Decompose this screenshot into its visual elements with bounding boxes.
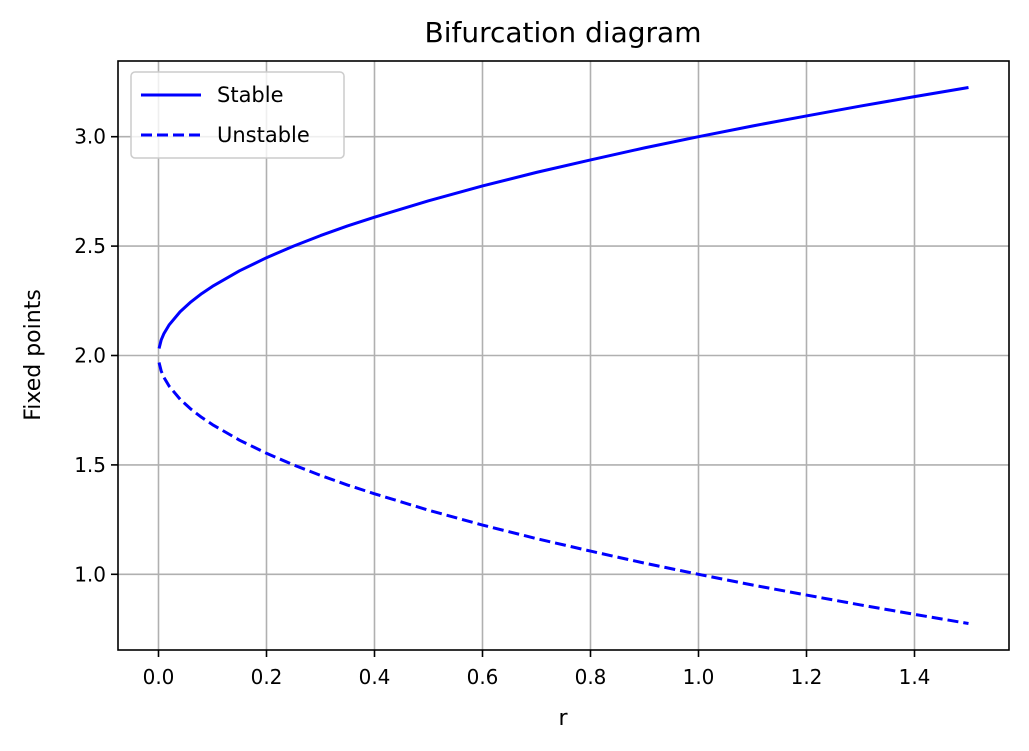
x-axis-label: r	[558, 706, 568, 731]
y-tick-label: 1.0	[74, 562, 106, 586]
x-tick-label: 1.2	[791, 665, 823, 689]
x-tick-label: 0.4	[359, 665, 391, 689]
legend-label-unstable: Unstable	[217, 123, 310, 147]
chart-title: Bifurcation diagram	[424, 16, 701, 49]
y-tick-label: 2.5	[74, 234, 106, 258]
series-lines	[157, 85, 969, 626]
x-tick-label: 1.4	[899, 665, 931, 689]
legend: Stable Unstable	[130, 71, 345, 159]
y-tick-label: 3.0	[74, 125, 106, 149]
x-tick-label: 1.0	[683, 665, 715, 689]
axis-ticks: 0.0 0.2 0.4 0.6 0.8 1.0 1.2 1.4 1.0 1.5 2.0 2.5 3.0	[74, 125, 930, 689]
x-tick-label: 0.8	[575, 665, 607, 689]
y-tick-label: 1.5	[74, 453, 106, 477]
x-tick-label: 0.2	[251, 665, 283, 689]
y-axis-label: Fixed points	[21, 289, 46, 421]
legend-label-stable: Stable	[217, 83, 284, 107]
x-tick-label: 0.6	[467, 665, 499, 689]
series-line-unstable	[157, 362, 969, 626]
series-line-stable	[157, 85, 969, 349]
grid	[118, 61, 1009, 650]
y-tick-label: 2.0	[74, 344, 106, 368]
x-tick-label: 0.0	[143, 665, 175, 689]
